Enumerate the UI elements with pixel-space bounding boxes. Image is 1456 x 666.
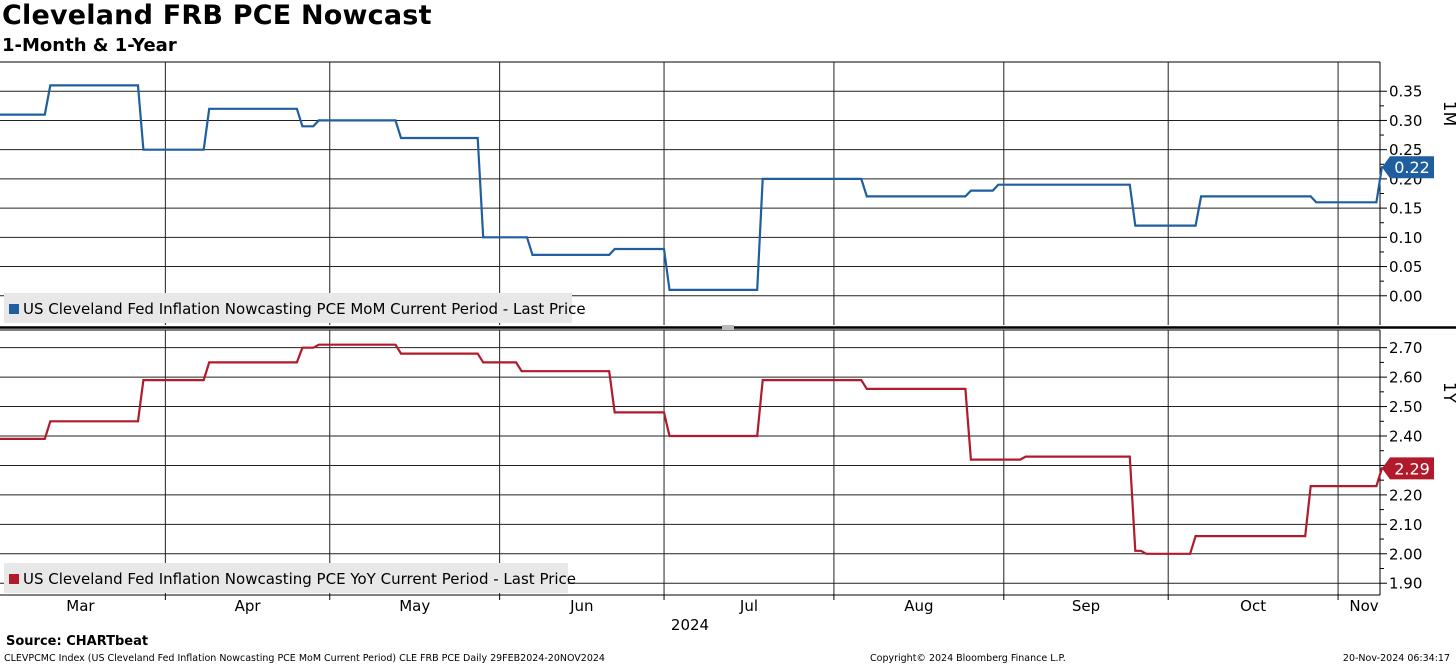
y-tick-label-1Y: 2.70	[1389, 339, 1422, 357]
last-value-tag-1M	[1382, 156, 1434, 179]
x-tick-label: Apr	[235, 597, 262, 615]
x-year-label: 2024	[671, 616, 709, 634]
last-value-tag-1Y	[1382, 457, 1434, 480]
panel-label-1Y: 1Y	[1439, 382, 1456, 404]
x-tick-label: Nov	[1349, 597, 1378, 615]
x-tick-label: Mar	[66, 597, 95, 615]
timestamp: 20-Nov-2024 06:34:17	[1342, 653, 1450, 664]
legend-label-1Y: US Cleveland Fed Inflation Nowcasting PC…	[23, 570, 576, 588]
legend-box-1Y	[4, 563, 568, 593]
last-value-label-1M: 0.22	[1394, 158, 1430, 177]
panel-splitter-handle	[722, 325, 734, 330]
x-tick-label: Aug	[904, 597, 933, 615]
y-tick-label-1Y: 2.40	[1389, 428, 1422, 446]
index-info: CLEVPCMC Index (US Cleveland Fed Inflati…	[4, 653, 605, 664]
series-line-1Y	[0, 343, 1415, 555]
x-tick-label: Jul	[739, 597, 758, 615]
y-tick-label-1Y: 2.00	[1389, 545, 1422, 563]
y-tick-label-1M: 0.35	[1389, 83, 1422, 101]
chart-subtitle: 1-Month & 1-Year	[2, 35, 177, 56]
copyright-note: Copyright© 2024 Bloomberg Finance L.P.	[870, 653, 1066, 664]
y-tick-label-1Y: 2.10	[1389, 516, 1422, 534]
legend-swatch-1M	[9, 304, 19, 314]
y-tick-label-1M: 0.25	[1389, 141, 1422, 159]
y-tick-label-1Y: 2.50	[1389, 398, 1422, 416]
last-value-label-1Y: 2.29	[1394, 459, 1430, 478]
y-tick-label-1M: 0.05	[1389, 258, 1422, 276]
panel-label-1M: 1M	[1439, 101, 1456, 126]
y-tick-label-1M: 0.15	[1389, 200, 1422, 218]
y-tick-label-1Y: 1.90	[1389, 575, 1422, 593]
y-tick-label-1M: 0.10	[1389, 229, 1422, 247]
legend-box-1M	[4, 293, 572, 323]
y-tick-label-1Y: 2.60	[1389, 369, 1422, 387]
x-tick-label: Sep	[1072, 597, 1100, 615]
x-tick-label: May	[399, 597, 430, 615]
legend-swatch-1Y	[9, 574, 19, 584]
legend-label-1M: US Cleveland Fed Inflation Nowcasting PC…	[23, 300, 586, 318]
x-tick-label: Jun	[569, 597, 593, 615]
series-line-1M	[0, 84, 1415, 291]
x-tick-label: Oct	[1240, 597, 1266, 615]
y-tick-label-1Y: 2.20	[1389, 486, 1422, 504]
y-tick-label-1M: 0.00	[1389, 287, 1422, 305]
chart-title: Cleveland FRB PCE Nowcast	[2, 0, 432, 31]
source-note: Source: CHARTbeat	[6, 634, 149, 649]
y-tick-label-1M: 0.30	[1389, 112, 1422, 130]
